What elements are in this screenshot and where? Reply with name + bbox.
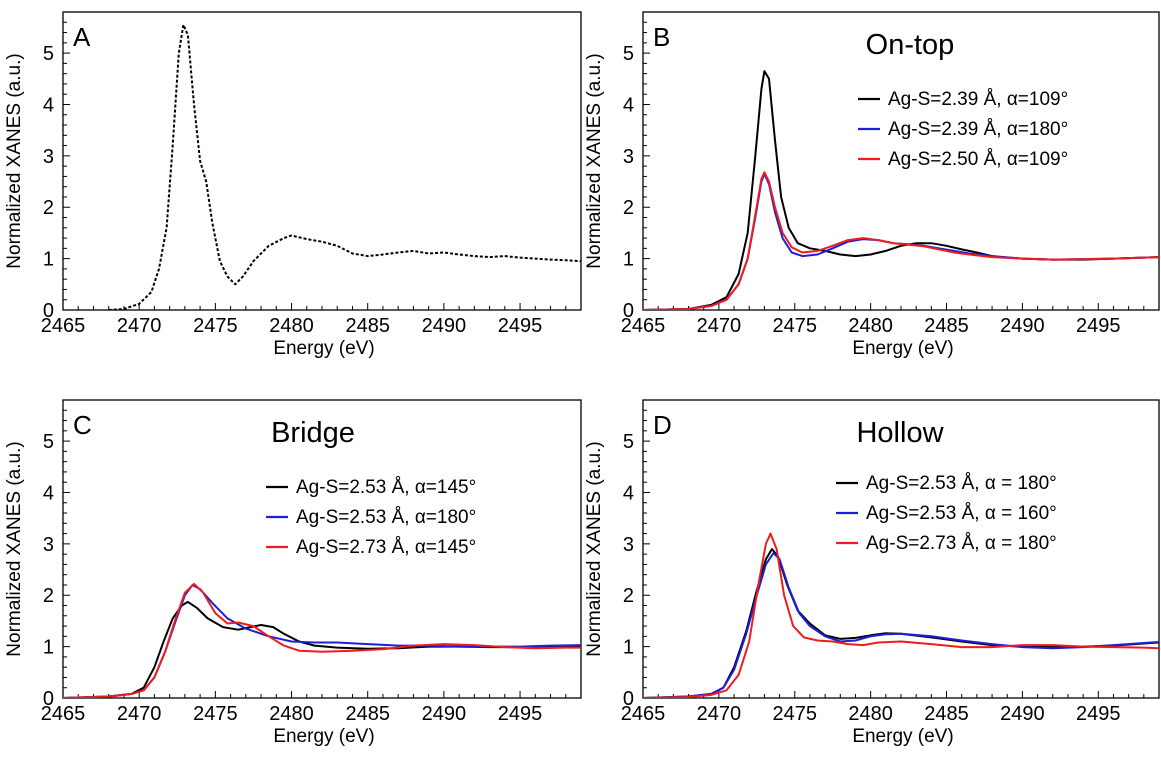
legend-entry: Ag-S=2.73 Å, α = 180°	[866, 533, 1057, 554]
y-tick-label: 4	[43, 94, 54, 116]
x-tick-label: 2485	[345, 315, 390, 337]
series-line-3	[643, 171, 1159, 310]
y-tick-label: 1	[623, 249, 634, 271]
y-tick-label: 5	[43, 43, 54, 65]
series-line-3	[643, 532, 1159, 698]
x-tick-label: 2485	[345, 703, 390, 725]
x-tick-label: 2470	[697, 703, 742, 725]
y-tick-label: 1	[43, 637, 54, 659]
legend: Ag-S=2.53 Å, α = 180° Ag-S=2.53 Å, α = 16…	[836, 473, 1057, 554]
series-line-1	[108, 23, 581, 310]
panel-a: 2465 2470 2475 2480 2485 2490 2495 0 1 2 3 4 5 Energy…	[4, 11, 582, 359]
series-line-3	[63, 582, 581, 698]
x-axis-title: Energy (eV)	[273, 338, 374, 359]
plot-frame	[62, 11, 582, 311]
x-tick-label: 2490	[1000, 703, 1045, 725]
x-tick-label: 2480	[848, 315, 893, 337]
panel-c: 2465 2470 2475 2480 2485 2490 2495 0 1 2 3 4 5 Energy…	[4, 399, 582, 747]
x-tick-label: 2480	[848, 703, 893, 725]
y-tick-label: 3	[623, 146, 634, 168]
legend: Ag-S=2.39 Å, α=109° Ag-S=2.39 Å, α=180° Ag…	[858, 89, 1068, 170]
legend-entry: Ag-S=2.53 Å, α=180°	[296, 507, 476, 528]
x-axis-title: Energy (eV)	[852, 726, 953, 747]
x-tick-label: 2495	[498, 703, 543, 725]
y-tick-label: 0	[623, 688, 634, 710]
y-tick-label: 2	[43, 197, 54, 219]
x-tick-label: 2480	[269, 703, 314, 725]
series-line-1	[63, 600, 581, 698]
x-tick-label: 2490	[1000, 315, 1045, 337]
y-tick-label: 0	[623, 300, 634, 322]
y-tick-label: 4	[623, 482, 634, 504]
legend-entry: Ag-S=2.53 Å, α = 160°	[866, 503, 1057, 524]
series-line-2	[643, 552, 1159, 698]
legend-entry: Ag-S=2.39 Å, α=180°	[888, 119, 1068, 140]
y-tick-label: 4	[43, 482, 54, 504]
panel-title: On-top	[866, 29, 955, 61]
y-tick-label: 3	[43, 534, 54, 556]
panel-title: Bridge	[271, 417, 355, 449]
x-tick-label: 2475	[773, 315, 818, 337]
panel-letter: C	[73, 410, 92, 440]
y-tick-label: 1	[43, 249, 54, 271]
panel-letter: B	[653, 22, 670, 52]
x-tick-label: 2465	[621, 703, 666, 725]
x-tick-label: 2470	[117, 315, 162, 337]
x-tick-label: 2470	[117, 703, 162, 725]
y-tick-label: 5	[623, 43, 634, 65]
legend-entry: Ag-S=2.53 Å, α = 180°	[866, 473, 1057, 494]
y-tick-label: 0	[43, 300, 54, 322]
y-axis-title: Normalized XANES (a.u.)	[4, 441, 25, 656]
legend-entry: Ag-S=2.53 Å, α=145°	[296, 477, 476, 498]
series-line-2	[63, 584, 581, 698]
panel-letter: A	[73, 22, 91, 52]
x-tick-label: 2485	[924, 315, 969, 337]
x-axis-title: Energy (eV)	[273, 726, 374, 747]
x-tick-label: 2495	[498, 315, 543, 337]
y-tick-label: 2	[623, 585, 634, 607]
y-tick-label: 2	[623, 197, 634, 219]
x-tick-label: 2485	[924, 703, 969, 725]
y-axis-title: Normalized XANES (a.u.)	[584, 53, 605, 268]
x-tick-label: 2480	[269, 315, 314, 337]
x-tick-label: 2475	[773, 703, 818, 725]
y-tick-label: 5	[623, 431, 634, 453]
panel-title: Hollow	[856, 417, 944, 449]
panel-b: 2465 2470 2475 2480 2485 2490 2495 0 1 2 3 4 5 Energy…	[584, 11, 1160, 359]
y-axis-title: Normalized XANES (a.u.)	[4, 53, 25, 268]
y-tick-label: 1	[623, 637, 634, 659]
y-tick-label: 5	[43, 431, 54, 453]
x-tick-label: 2465	[621, 315, 666, 337]
x-tick-label: 2465	[41, 315, 86, 337]
panel-d: 2465 2470 2475 2480 2485 2490 2495 0 1 2 3 4 5 Energy…	[584, 399, 1160, 747]
legend: Ag-S=2.53 Å, α=145° Ag-S=2.53 Å, α=180° Ag…	[266, 477, 476, 558]
x-tick-label: 2475	[193, 315, 238, 337]
x-tick-label: 2470	[697, 315, 742, 337]
legend-entry: Ag-S=2.73 Å, α=145°	[296, 537, 476, 558]
y-tick-label: 4	[623, 94, 634, 116]
x-tick-label: 2490	[422, 315, 467, 337]
x-tick-label: 2495	[1076, 703, 1121, 725]
legend-entry: Ag-S=2.50 Å, α=109°	[888, 149, 1068, 170]
x-tick-label: 2490	[422, 703, 467, 725]
series-line-2	[643, 172, 1159, 310]
x-tick-label: 2495	[1076, 315, 1121, 337]
legend-entry: Ag-S=2.39 Å, α=109°	[888, 89, 1068, 110]
panel-letter: D	[653, 410, 672, 440]
series-line-1	[643, 548, 1159, 698]
x-axis-title: Energy (eV)	[852, 338, 953, 359]
x-tick-label: 2475	[193, 703, 238, 725]
y-tick-label: 2	[43, 585, 54, 607]
y-tick-label: 3	[43, 146, 54, 168]
y-tick-label: 3	[623, 534, 634, 556]
y-tick-label: 0	[43, 688, 54, 710]
y-axis-title: Normalized XANES (a.u.)	[584, 441, 605, 656]
x-tick-label: 2465	[41, 703, 86, 725]
